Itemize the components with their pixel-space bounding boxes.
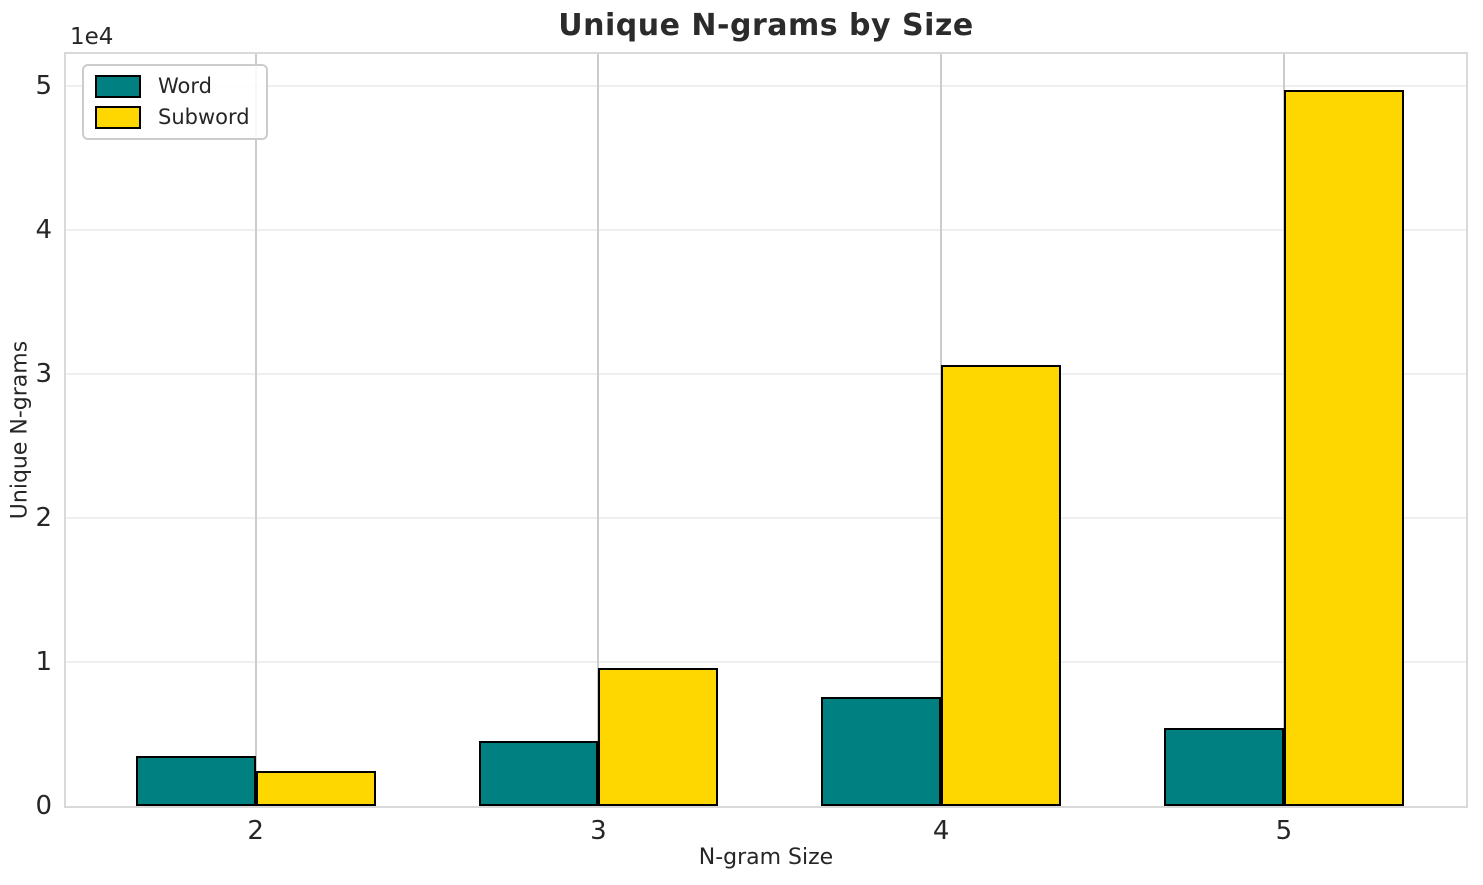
y-tick-label: 5	[35, 70, 52, 101]
chart-title: Unique N-grams by Size	[558, 8, 974, 43]
legend-item: Word	[95, 75, 250, 98]
bar-subword-3	[598, 667, 719, 806]
y-tick-label: 2	[35, 502, 52, 533]
y-tick-label: 0	[35, 791, 52, 821]
x-tick-label: 2	[247, 816, 264, 846]
bar-subword-4	[941, 365, 1061, 806]
legend: Word Subword	[82, 64, 268, 140]
bar-word-2	[135, 755, 256, 806]
bar-word-4	[821, 696, 942, 806]
bar-word-5	[1164, 728, 1284, 806]
y-axis-offset-text: 1e4	[70, 24, 114, 50]
bar-word-3	[478, 741, 599, 806]
bar-subword-2	[255, 771, 376, 806]
y-gridline	[66, 228, 1466, 231]
y-gridline	[66, 660, 1466, 663]
legend-label: Word	[158, 74, 212, 98]
legend-label: Subword	[158, 105, 250, 129]
y-tick-label: 4	[35, 214, 52, 245]
plot-area: Word Subword 0 1 2 3 4 5 2 3 4 5	[35, 52, 1468, 846]
x-tick-label: 5	[1275, 816, 1293, 846]
x-axis-label: N-gram Size	[698, 845, 834, 870]
y-gridline	[66, 84, 1466, 87]
bar-subword-5	[1283, 90, 1404, 806]
y-tick-label: 3	[35, 358, 52, 389]
x-gridline	[254, 54, 257, 806]
x-tick-label: 3	[590, 816, 607, 846]
bars-layer	[66, 54, 1466, 806]
y-tick-label: 1	[35, 646, 52, 677]
x-tick-label: 4	[932, 816, 950, 846]
y-gridline	[66, 372, 1466, 375]
legend-swatch-icon	[95, 106, 141, 129]
y-axis-label: Unique N-grams	[7, 340, 33, 520]
y-gridline	[66, 516, 1466, 519]
legend-swatch-icon	[95, 75, 141, 98]
x-gridline	[597, 54, 600, 806]
legend-item: Subword	[95, 106, 250, 129]
